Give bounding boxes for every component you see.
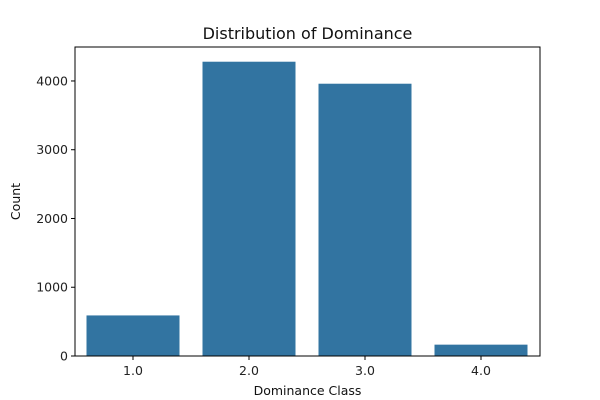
bar-3.0 bbox=[318, 83, 412, 357]
x-axis: 1.0 2.0 3.0 4.0 bbox=[123, 356, 491, 378]
y-tick-label: 0 bbox=[60, 349, 68, 364]
bar-4.0 bbox=[434, 344, 528, 356]
x-tick-label: 2.0 bbox=[239, 363, 259, 378]
x-tick-label: 3.0 bbox=[355, 363, 375, 378]
bars-group bbox=[86, 61, 528, 357]
plot-frame bbox=[74, 46, 541, 357]
y-tick-label: 3000 bbox=[36, 142, 68, 157]
y-tick-label: 2000 bbox=[36, 211, 68, 226]
x-tick-label: 4.0 bbox=[471, 363, 491, 378]
x-tick-label: 1.0 bbox=[123, 363, 143, 378]
chart-title: Distribution of Dominance bbox=[203, 24, 413, 43]
x-axis-title: Dominance Class bbox=[254, 383, 362, 398]
bar-1.0 bbox=[86, 315, 180, 356]
bar-2.0 bbox=[202, 61, 296, 356]
y-axis-title: Count bbox=[8, 183, 23, 220]
y-tick-label: 1000 bbox=[36, 280, 68, 295]
y-tick-label: 4000 bbox=[36, 73, 68, 88]
y-axis: 0 1000 2000 3000 4000 bbox=[36, 73, 75, 364]
